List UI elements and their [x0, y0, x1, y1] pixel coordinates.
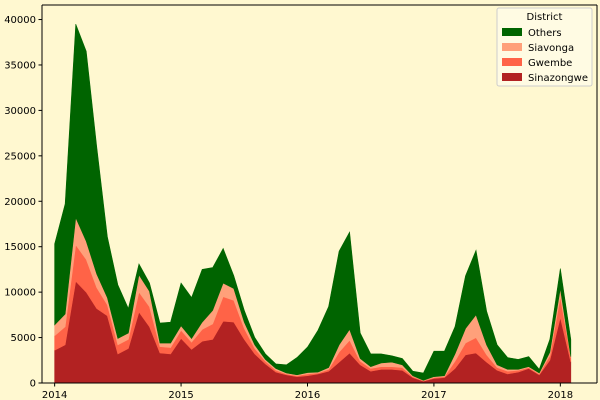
area-series-others [54, 23, 572, 381]
legend-frame [496, 7, 593, 87]
y-tick-label: 20000 [4, 197, 36, 208]
legend-item-sinazongwe: Sinazongwe [502, 73, 588, 84]
legend: District Others Siavonga Gwembe Sinazongwe [496, 7, 593, 87]
x-tick-label: 2015 [168, 390, 193, 400]
y-tick-label: 35000 [4, 60, 36, 71]
y-tick-label: 15000 [4, 242, 36, 253]
x-tick-label: 2014 [42, 390, 67, 400]
legend-label-siavonga: Siavonga [528, 43, 574, 54]
legend-label-gwembe: Gwembe [528, 58, 572, 69]
y-tick-label: 30000 [4, 106, 36, 117]
y-tick-label: 40000 [4, 15, 36, 26]
legend-swatch-gwembe [502, 58, 522, 66]
legend-label-sinazongwe: Sinazongwe [528, 73, 588, 84]
legend-item-gwembe: Gwembe [502, 58, 572, 69]
y-tick-label: 0 [30, 379, 36, 390]
legend-item-others: Others [502, 28, 562, 39]
legend-title: District [527, 12, 563, 23]
x-tick-label: 2016 [295, 390, 320, 400]
legend-label-others: Others [528, 28, 562, 39]
x-tick-label: 2017 [421, 390, 446, 400]
legend-swatch-sinazongwe [502, 73, 522, 81]
y-tick-label: 25000 [4, 151, 36, 162]
legend-swatch-siavonga [502, 43, 522, 51]
y-tick-label: 10000 [4, 288, 36, 299]
legend-swatch-others [502, 28, 522, 36]
y-tick-label: 5000 [11, 333, 36, 344]
x-tick-label: 2018 [548, 390, 573, 400]
legend-item-siavonga: Siavonga [502, 43, 574, 54]
